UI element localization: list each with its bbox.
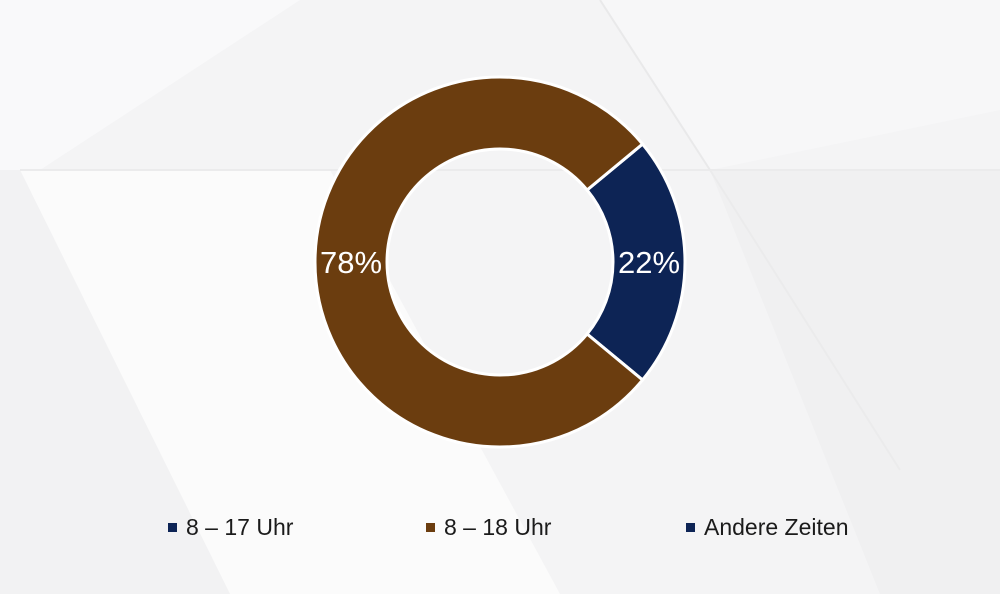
slice-data-label: 22% [618,245,680,280]
donut-slice [313,75,645,449]
slice-data-label: 78% [320,245,382,280]
legend-swatch [426,523,435,532]
donut-slice [584,141,687,383]
donut-slices [313,75,687,449]
legend-swatch [686,523,695,532]
legend: 8 – 17 Uhr 8 – 18 Uhr Andere Zeiten [0,514,1000,548]
legend-label: 8 – 17 Uhr [186,514,294,540]
legend-item-8-17: 8 – 17 Uhr [168,514,293,541]
legend-label: 8 – 18 Uhr [444,514,552,540]
legend-item-andere-zeiten: Andere Zeiten [686,514,848,541]
donut-labels: 22% 78% [320,245,680,280]
legend-item-8-18: 8 – 18 Uhr [426,514,551,541]
legend-label: Andere Zeiten [704,514,849,540]
legend-swatch [168,523,177,532]
